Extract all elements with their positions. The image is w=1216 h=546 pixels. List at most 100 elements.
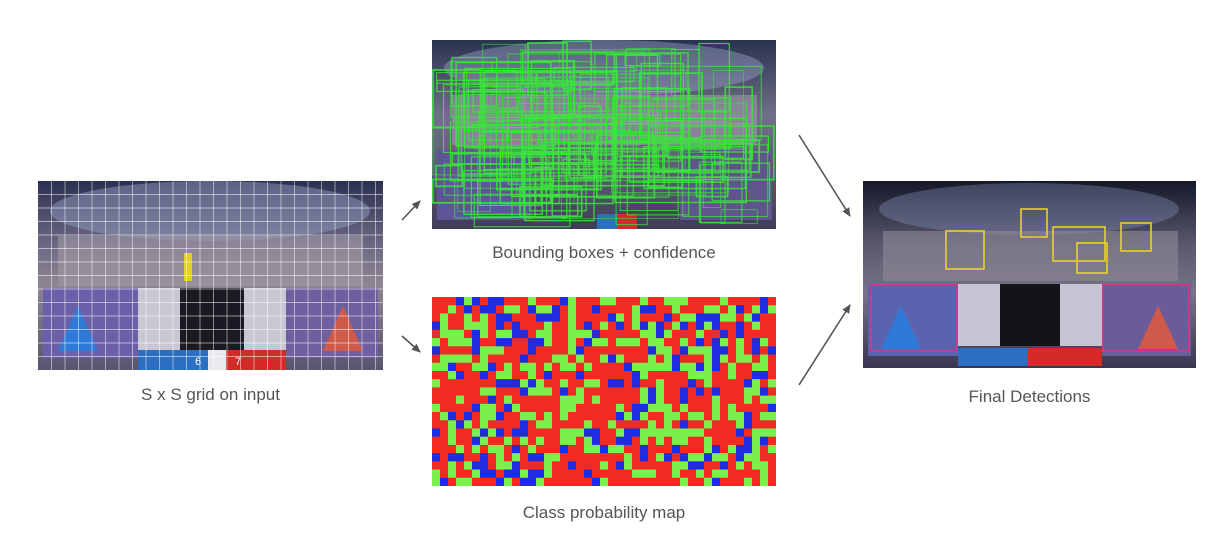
bounding-box <box>655 139 761 173</box>
probability-cell <box>672 387 681 397</box>
probability-cell <box>512 346 521 355</box>
probability-cell <box>632 346 641 355</box>
probability-cell <box>544 329 553 339</box>
probability-cell <box>456 379 465 388</box>
bounding-box <box>545 142 670 198</box>
probability-cell <box>584 338 593 347</box>
probability-cell <box>544 477 553 486</box>
probability-cell <box>736 469 745 479</box>
probability-cell <box>464 329 473 339</box>
probability-cell <box>592 477 601 486</box>
probability-cell <box>616 338 625 347</box>
probability-cell <box>528 469 537 479</box>
probability-cell <box>560 461 569 470</box>
probability-cell <box>648 453 657 462</box>
probability-cell <box>440 297 449 306</box>
detection-box <box>1102 284 1190 352</box>
probability-cell <box>496 453 505 462</box>
probability-cell <box>520 428 529 438</box>
probability-cell <box>504 379 513 388</box>
probability-cell <box>720 387 729 397</box>
probability-cell <box>512 379 521 388</box>
probability-cell <box>624 321 633 331</box>
probability-cell <box>512 338 521 347</box>
probability-cell <box>496 297 505 306</box>
probability-cell <box>608 370 617 380</box>
probability-cell <box>688 321 697 331</box>
probability-cell <box>648 338 657 347</box>
probability-cell <box>656 412 665 421</box>
bounding-box <box>432 127 507 176</box>
probability-cell <box>648 387 657 397</box>
probability-cell <box>680 469 689 479</box>
probability-cell <box>688 453 697 462</box>
probability-cell <box>568 297 577 306</box>
probability-cell <box>544 403 553 413</box>
probability-cell <box>648 444 657 454</box>
probability-cell <box>664 403 673 413</box>
probability-cell <box>520 321 529 331</box>
probability-cell <box>752 329 761 339</box>
probability-cell <box>560 428 569 438</box>
red-robot-3 <box>1138 306 1178 349</box>
probability-cell <box>552 329 561 339</box>
probability-cell <box>472 428 481 438</box>
probability-cell <box>768 297 776 306</box>
probability-cell <box>536 387 545 397</box>
sxs-grid <box>38 181 383 370</box>
probability-cell <box>440 412 449 421</box>
probability-cell <box>520 477 529 486</box>
bounding-box <box>629 69 687 89</box>
probability-cell <box>488 444 497 454</box>
probability-cell <box>504 362 513 372</box>
probability-cell <box>632 329 641 339</box>
probability-cell <box>704 395 713 405</box>
probability-cell <box>728 428 737 438</box>
probability-cell <box>768 477 776 486</box>
probability-cell <box>488 321 497 331</box>
probability-cell <box>736 453 745 462</box>
probability-cell <box>736 444 745 454</box>
probability-cell <box>472 461 481 470</box>
probability-cell <box>680 305 689 314</box>
probability-cell <box>736 436 745 446</box>
bounding-box <box>628 155 724 183</box>
probability-cell <box>616 354 625 364</box>
probability-cell <box>480 387 489 397</box>
probability-cell <box>656 362 665 372</box>
probability-cell <box>608 428 617 438</box>
probability-cell <box>600 379 609 388</box>
probability-cell <box>472 338 481 347</box>
probability-cell <box>624 313 633 323</box>
probability-cell <box>744 444 753 454</box>
probability-cell <box>608 395 617 405</box>
probability-cell <box>688 297 697 306</box>
caption-boxes: Bounding boxes + confidence <box>492 243 716 262</box>
probability-cell <box>432 395 441 405</box>
probability-cell <box>568 362 577 372</box>
probability-cell <box>600 329 609 339</box>
probability-cell <box>768 420 776 429</box>
probability-cell <box>624 444 633 454</box>
probability-cell <box>656 403 665 413</box>
probability-cell <box>712 469 721 479</box>
bounding-box <box>479 131 542 207</box>
probability-cell <box>720 444 729 454</box>
probability-cell <box>624 395 633 405</box>
probability-cell <box>704 428 713 438</box>
probability-cell <box>712 346 721 355</box>
probability-cell <box>544 436 553 446</box>
probability-cell <box>704 461 713 470</box>
probability-cell <box>488 412 497 421</box>
probability-cell <box>568 395 577 405</box>
probability-cell <box>456 469 465 479</box>
probability-cell <box>616 461 625 470</box>
probability-cell <box>592 428 601 438</box>
probability-cell <box>704 305 713 314</box>
bounding-box <box>534 166 552 204</box>
arrow-to-boxes <box>401 200 421 221</box>
probability-cell <box>664 412 673 421</box>
probability-cell <box>744 461 753 470</box>
probability-cell <box>592 354 601 364</box>
probability-cell <box>504 444 513 454</box>
